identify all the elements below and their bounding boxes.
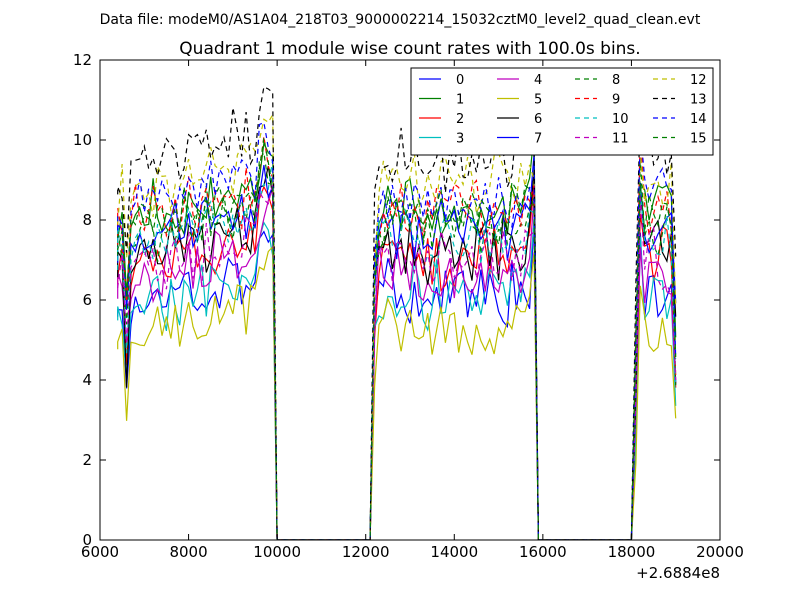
legend-label-10: 10 — [612, 112, 629, 127]
legend-label-11: 11 — [612, 132, 629, 147]
x-offset-label: +2.6884e8 — [636, 564, 720, 582]
legend-label-7: 7 — [534, 132, 542, 147]
legend-label-12: 12 — [690, 73, 707, 88]
legend-label-15: 15 — [690, 132, 707, 147]
y-tick-label-5: 10 — [73, 131, 92, 149]
y-tick-label-6: 12 — [73, 51, 92, 69]
series-line-3 — [117, 221, 677, 540]
chart-title: Quadrant 1 module wise count rates with … — [179, 39, 640, 59]
legend-label-0: 0 — [456, 73, 464, 88]
legend-label-13: 13 — [690, 93, 707, 108]
legend-label-6: 6 — [534, 112, 542, 127]
y-tick-label-1: 2 — [82, 451, 92, 469]
series-line-7 — [117, 154, 677, 540]
x-tick-label-0: 6000 — [81, 543, 119, 561]
legend-label-3: 3 — [456, 132, 464, 147]
x-tick-label-1: 8000 — [169, 543, 207, 561]
y-tick-label-0: 0 — [82, 531, 92, 549]
legend-box — [410, 67, 714, 156]
series-line-12 — [117, 112, 677, 540]
series-line-8 — [117, 151, 677, 540]
y-tick-label-2: 4 — [82, 371, 92, 389]
legend-label-4: 4 — [534, 73, 542, 88]
x-tick-label-3: 12000 — [342, 543, 390, 561]
x-tick-label-4: 14000 — [430, 543, 478, 561]
x-axis: 6000 8000 10000 12000 14000 16000 18000 20000 — [81, 60, 744, 561]
series-line-9 — [117, 128, 677, 540]
figure-suptitle: Data file: modeM0/AS1A04_218T03_90000022… — [100, 12, 701, 28]
x-tick-label-5: 16000 — [519, 543, 567, 561]
legend-label-8: 8 — [612, 73, 620, 88]
series-lines — [117, 86, 677, 540]
series-line-1 — [117, 134, 677, 540]
legend-label-9: 9 — [612, 93, 620, 108]
x-tick-label-6: 18000 — [608, 543, 656, 561]
y-tick-label-4: 8 — [82, 211, 92, 229]
series-line-14 — [117, 121, 677, 540]
legend-label-5: 5 — [534, 93, 542, 108]
legend-label-14: 14 — [690, 112, 707, 127]
x-tick-label-7: 20000 — [696, 543, 744, 561]
legend-label-1: 1 — [456, 93, 464, 108]
series-line-5 — [117, 245, 677, 540]
y-tick-label-3: 6 — [82, 291, 92, 309]
legend-label-2: 2 — [456, 112, 464, 127]
x-tick-label-2: 10000 — [253, 543, 301, 561]
